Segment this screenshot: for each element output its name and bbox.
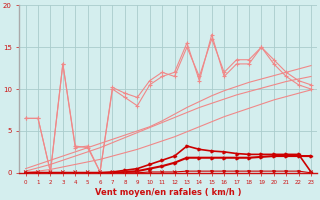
X-axis label: Vent moyen/en rafales ( km/h ): Vent moyen/en rafales ( km/h ) xyxy=(95,188,242,197)
